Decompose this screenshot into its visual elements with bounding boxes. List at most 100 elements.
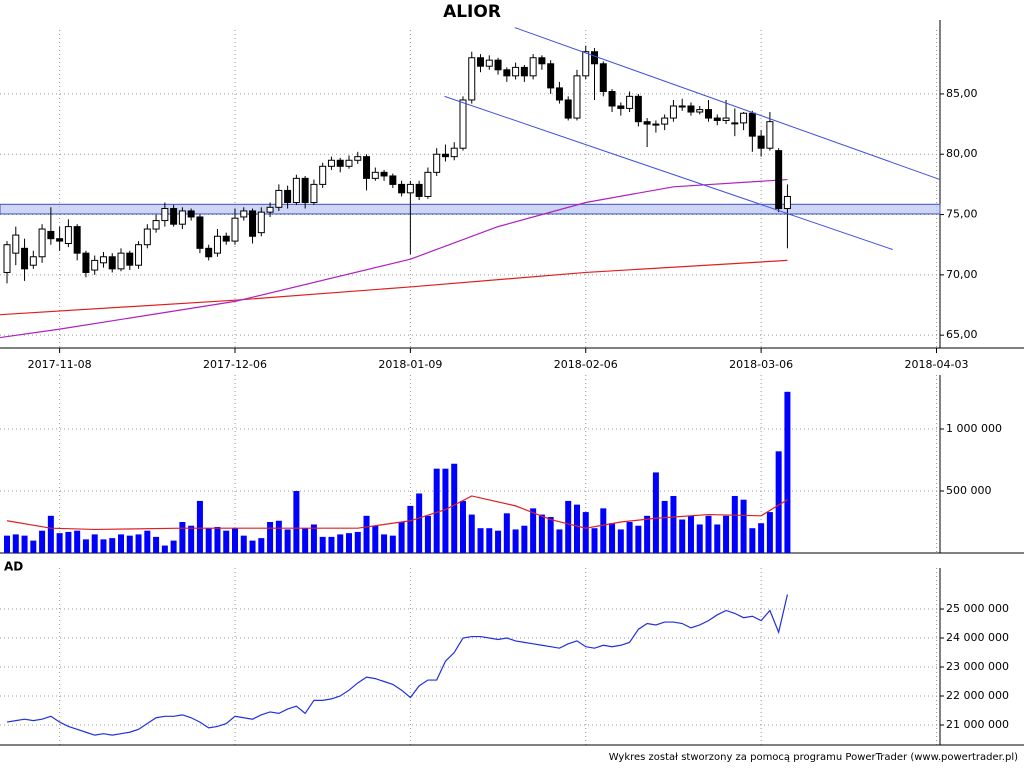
- volume-bar: [468, 514, 475, 553]
- candle-body: [547, 63, 555, 89]
- volume-bar: [109, 538, 116, 553]
- volume-bar: [679, 519, 686, 553]
- candle-body: [56, 238, 64, 242]
- candle-body: [284, 189, 292, 203]
- volume-bar: [232, 528, 238, 553]
- x-tick-label: 2017-11-08: [28, 358, 92, 371]
- candle-body: [520, 66, 528, 77]
- candle-body: [82, 252, 90, 273]
- y-tick-label: 500 000: [946, 484, 992, 497]
- candle-body: [117, 252, 125, 270]
- volume-average: [6, 495, 788, 531]
- candle-body: [266, 206, 274, 213]
- candle-body: [143, 228, 151, 246]
- volume-bar: [714, 524, 721, 553]
- volume-bar: [12, 534, 19, 553]
- candle-body: [433, 153, 441, 173]
- volume-bar: [617, 529, 624, 553]
- candle-body: [301, 177, 309, 203]
- panel-title: AD: [4, 560, 23, 574]
- candle-body: [38, 228, 46, 258]
- volume-bar: [91, 534, 98, 553]
- volume-bar: [600, 508, 607, 553]
- volume-bar: [495, 530, 502, 553]
- volume-bar: [65, 531, 72, 553]
- footer: Wykres został stworzony za pomocą progra…: [609, 752, 1018, 763]
- volume-bar: [705, 515, 712, 553]
- volume-bar: [267, 522, 274, 553]
- candle-body: [555, 87, 563, 101]
- candle-body: [731, 122, 739, 125]
- volume-bar: [372, 525, 379, 553]
- candle-body: [187, 210, 195, 218]
- candle-body: [249, 210, 257, 237]
- y-tick-label: 25 000 000: [946, 602, 1009, 615]
- candle-body: [406, 183, 414, 194]
- volume-bar: [328, 536, 335, 553]
- volume-bar: [538, 514, 545, 553]
- candle-body: [363, 156, 371, 179]
- y-tick-label: 22 000 000: [946, 689, 1009, 702]
- volume-bar: [635, 525, 642, 553]
- candle-body: [626, 95, 634, 109]
- candle-body: [310, 183, 318, 203]
- volume-bar: [652, 472, 659, 553]
- moving-average: [0, 259, 788, 316]
- candle-body: [336, 159, 344, 167]
- volume-bar: [687, 515, 694, 553]
- volume-bar: [758, 523, 765, 553]
- y-tick-label: 85,00: [946, 87, 978, 100]
- candle-body: [538, 57, 546, 65]
- volume-bar: [275, 520, 282, 553]
- candle-body: [608, 91, 616, 107]
- candle-body: [389, 175, 397, 185]
- candle-body: [170, 208, 178, 225]
- candle-body: [354, 156, 362, 161]
- volume-bar: [21, 535, 28, 553]
- candle-body: [126, 252, 134, 266]
- x-tick-label: 2018-04-03: [905, 358, 969, 371]
- candle-body: [748, 112, 756, 137]
- volume-bar: [784, 391, 791, 553]
- volume-bar: [731, 495, 738, 553]
- volume-bar: [214, 526, 221, 553]
- candle-body: [29, 256, 37, 266]
- y-tick-label: 23 000 000: [946, 660, 1009, 673]
- volume-bar: [591, 528, 598, 553]
- volume-bar: [179, 522, 186, 553]
- candle-body: [47, 230, 55, 240]
- candle-body: [775, 150, 783, 210]
- volume-bar: [565, 500, 572, 553]
- volume-bar: [582, 512, 589, 553]
- candle-body: [713, 117, 721, 121]
- volume-bar: [284, 529, 291, 553]
- candle-body: [240, 210, 248, 218]
- volume-bar: [609, 523, 616, 553]
- candle-body: [327, 159, 335, 167]
- candle-body: [415, 183, 423, 197]
- candle-body: [213, 235, 221, 254]
- volume-bar: [486, 528, 493, 553]
- candle-body: [634, 95, 642, 123]
- candle-body: [205, 247, 213, 258]
- candle-body: [424, 171, 432, 197]
- volume-bar: [749, 528, 756, 553]
- volume-bar: [442, 468, 449, 553]
- x-tick-label: 2018-02-06: [554, 358, 618, 371]
- y-tick-label: 80,00: [946, 147, 978, 160]
- volume-bar: [398, 522, 405, 553]
- candle-body: [740, 112, 748, 124]
- candle-body: [257, 211, 265, 234]
- candle-body: [380, 171, 388, 177]
- volume-bar: [416, 493, 423, 553]
- volume-bar: [196, 500, 203, 553]
- volume-bar: [223, 530, 230, 553]
- volume-bar: [74, 530, 81, 553]
- volume-bar: [556, 529, 563, 553]
- chart-title: ALIOR: [443, 2, 501, 22]
- candle-body: [450, 147, 458, 158]
- y-tick-label: 65,00: [946, 328, 978, 341]
- volume-bar: [573, 504, 580, 553]
- candle-body: [503, 69, 511, 77]
- y-tick-label: 1 000 000: [946, 422, 1002, 435]
